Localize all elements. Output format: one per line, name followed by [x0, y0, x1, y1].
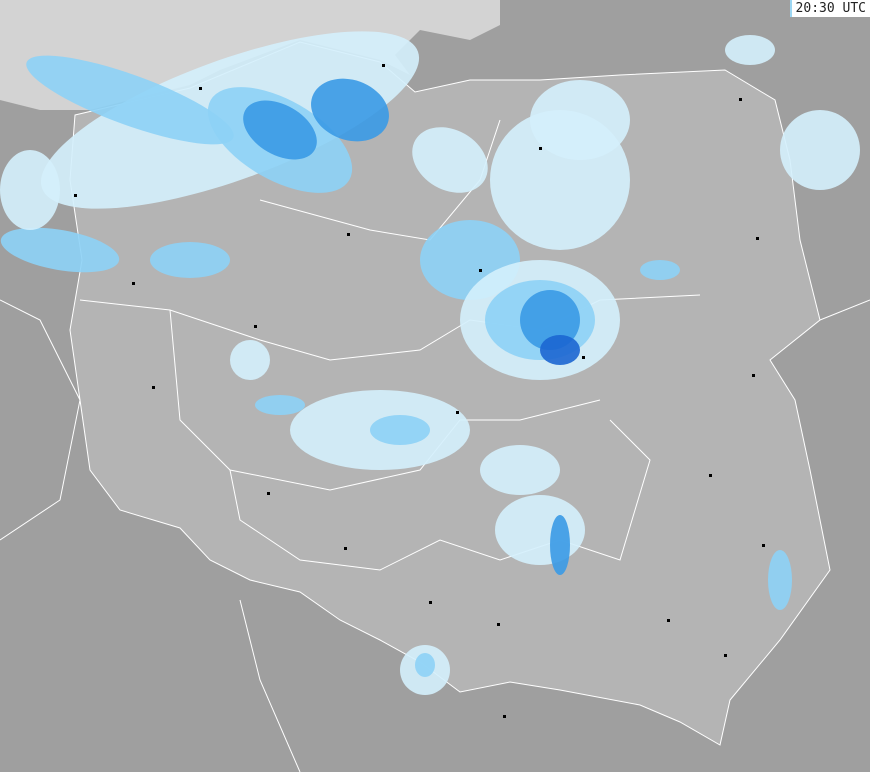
city-marker	[739, 98, 742, 101]
city-marker	[456, 411, 459, 414]
precipitation-cell	[412, 127, 488, 193]
city-marker	[267, 492, 270, 495]
city-marker	[132, 282, 135, 285]
precipitation-cell	[230, 340, 270, 380]
city-marker	[709, 474, 712, 477]
city-markers	[74, 64, 765, 718]
precipitation-cell	[311, 78, 389, 142]
city-marker	[503, 715, 506, 718]
precipitation-cell	[150, 242, 230, 278]
city-marker	[382, 64, 385, 67]
precipitation-cell	[480, 445, 560, 495]
precipitation-cell	[640, 260, 680, 280]
city-marker	[724, 654, 727, 657]
precipitation-cell	[0, 150, 60, 230]
city-marker	[582, 356, 585, 359]
precipitation-cell	[26, 55, 234, 145]
city-marker	[756, 237, 759, 240]
precipitation-layer	[0, 31, 860, 695]
city-marker	[667, 619, 670, 622]
city-marker	[479, 269, 482, 272]
city-marker	[254, 325, 257, 328]
precipitation-cell	[0, 227, 120, 273]
precipitation-cell	[725, 35, 775, 65]
city-marker	[429, 601, 432, 604]
timestamp-label: 20:30 UTC	[789, 0, 870, 17]
precipitation-cell	[540, 335, 580, 365]
city-marker	[152, 386, 155, 389]
city-marker	[74, 194, 77, 197]
precipitation-cell	[550, 515, 570, 575]
precipitation-cell	[243, 100, 317, 160]
city-marker	[752, 374, 755, 377]
city-marker	[497, 623, 500, 626]
region-borders	[0, 119, 870, 772]
city-marker	[347, 233, 350, 236]
city-marker	[199, 87, 202, 90]
precipitation-cell	[768, 550, 792, 610]
precipitation-cell	[415, 653, 435, 677]
precipitation-cell	[495, 495, 585, 565]
precipitation-cell	[780, 110, 860, 190]
precipitation-cell	[370, 415, 430, 445]
city-marker	[762, 544, 765, 547]
precipitation-cell	[530, 80, 630, 160]
country-poland	[69, 41, 831, 746]
city-marker	[344, 547, 347, 550]
precipitation-cell	[255, 395, 305, 415]
precipitation-cell	[520, 290, 580, 350]
city-marker	[539, 147, 542, 150]
